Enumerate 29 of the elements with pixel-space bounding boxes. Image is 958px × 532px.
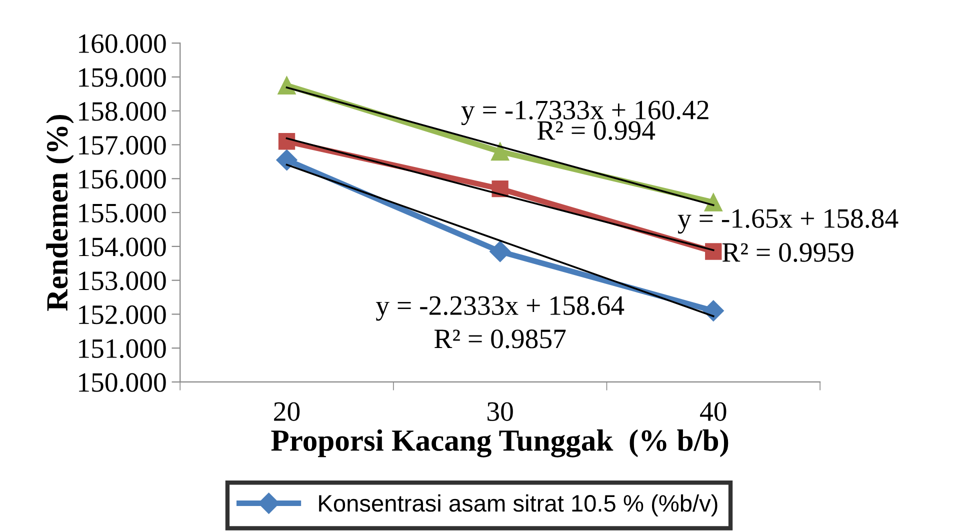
x-axis-title: Proporsi Kacang Tunggak (% b/b) <box>271 429 728 458</box>
legend-label: Konsentrasi asam sitrat 10.5 % (%b/v) <box>319 494 718 516</box>
y-tick-label: 156.000 <box>79 170 166 189</box>
y-tick-label: 155.000 <box>79 204 166 223</box>
annotation: y = -2.2333x + 158.64 <box>376 296 624 321</box>
point <box>702 300 724 322</box>
y-axis-title: Rendemen (%) <box>46 115 74 311</box>
y-tick-label: 153.000 <box>79 271 166 290</box>
y-tick-label: 160.000 <box>79 34 166 54</box>
y-tick-label: 157.000 <box>79 136 166 155</box>
point <box>278 133 296 150</box>
point <box>276 149 298 171</box>
y-tick-label: 158.000 <box>79 102 166 121</box>
y-tick-label: 154.000 <box>79 238 166 256</box>
y-tick-label: 151.000 <box>79 339 166 358</box>
x-tick-label: 40 <box>700 402 726 421</box>
annotation: R² = 0.9959 <box>722 243 854 262</box>
y-tick-label: 159.000 <box>79 68 166 88</box>
y-tick-label: 150.000 <box>79 373 166 392</box>
point <box>278 76 296 94</box>
point <box>705 243 722 260</box>
x-tick-label: 30 <box>488 402 513 421</box>
y-tick-label: 152.000 <box>79 305 166 324</box>
point <box>704 193 722 212</box>
x-tick-label: 20 <box>274 402 300 421</box>
annotation: R² = 0.9857 <box>434 330 566 348</box>
point <box>491 142 510 161</box>
point <box>490 240 511 262</box>
annotation: y = -1.65x + 158.84 <box>678 209 898 234</box>
